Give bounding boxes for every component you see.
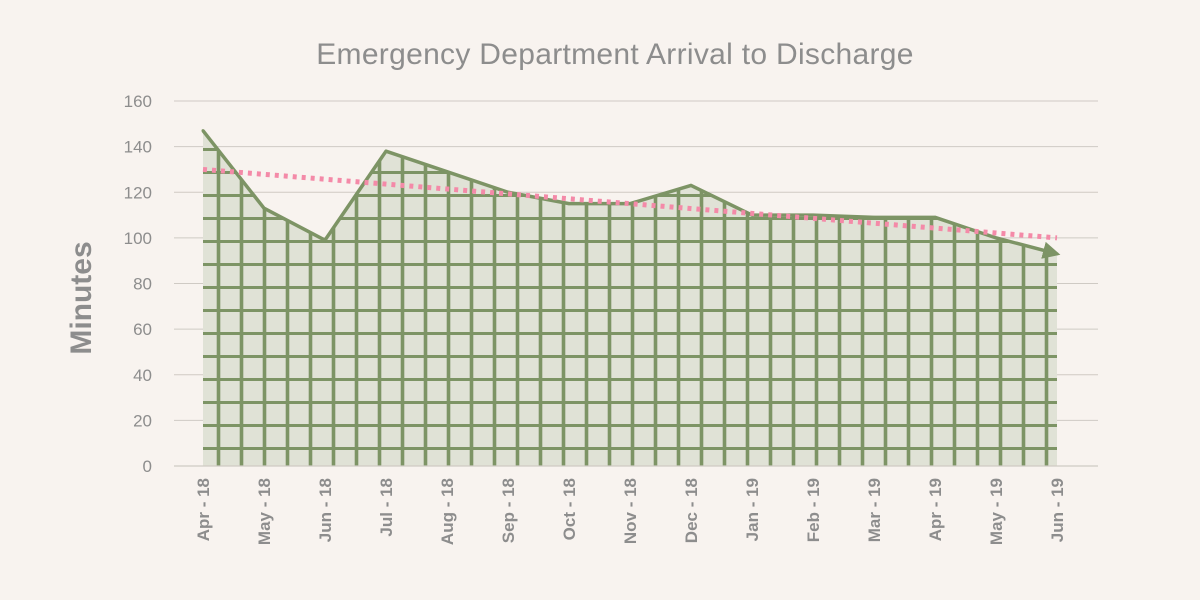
- data-point: [262, 206, 266, 210]
- y-tick-label: 140: [124, 138, 152, 157]
- chart-title: Emergency Department Arrival to Discharg…: [316, 38, 914, 71]
- x-tick-label: Sep - 18: [499, 478, 518, 543]
- x-tick-label: May - 19: [987, 478, 1006, 545]
- x-tick-label: Apr - 18: [194, 478, 213, 541]
- data-point: [994, 236, 998, 240]
- data-point: [323, 238, 327, 242]
- y-tick-label: 40: [133, 366, 152, 385]
- x-tick-label: Dec - 18: [682, 478, 701, 543]
- y-tick-label: 160: [124, 92, 152, 111]
- x-tick-label: Nov - 18: [621, 478, 640, 544]
- series-area: [203, 130, 1057, 466]
- x-tick-label: May - 18: [255, 478, 274, 545]
- x-tick-label: Mar - 19: [865, 478, 884, 542]
- y-tick-label: 80: [133, 275, 152, 294]
- data-point: [811, 213, 815, 217]
- data-point: [384, 149, 388, 153]
- x-tick-label: Aug - 18: [438, 478, 457, 545]
- data-point: [201, 129, 205, 133]
- trendline: [202, 166, 1058, 241]
- data-point: [567, 202, 571, 206]
- data-point: [445, 170, 449, 174]
- x-tick-label: Feb - 19: [804, 478, 823, 542]
- y-tick-label: 60: [133, 320, 152, 339]
- x-tick-label: Apr - 19: [926, 478, 945, 541]
- x-tick-label: Jan - 19: [743, 478, 762, 541]
- data-point: [933, 215, 937, 219]
- y-tick-label: 100: [124, 229, 152, 248]
- y-tick-label: 20: [133, 411, 152, 430]
- x-tick-label: Jun - 19: [1048, 478, 1067, 542]
- y-tick-label: 120: [124, 183, 152, 202]
- data-point: [1055, 252, 1059, 256]
- data-point: [628, 202, 632, 206]
- x-tick-label: Jun - 18: [316, 478, 335, 542]
- x-tick-label: Jul - 18: [377, 478, 396, 537]
- data-point: [689, 183, 693, 187]
- data-point: [872, 215, 876, 219]
- x-tick-label: Oct - 18: [560, 478, 579, 540]
- y-tick-label: 0: [143, 457, 152, 476]
